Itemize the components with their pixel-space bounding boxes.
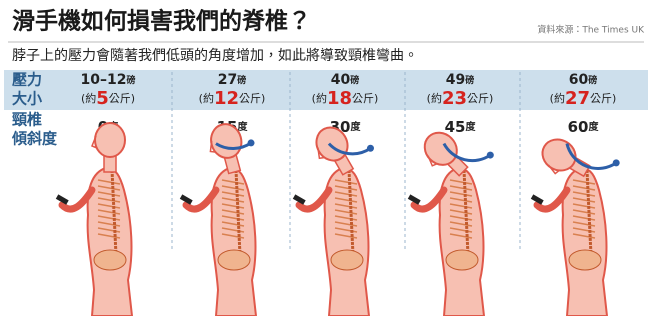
arrow-head — [248, 139, 255, 146]
pound-unit: 磅 — [465, 74, 474, 86]
pound-unit: 磅 — [588, 74, 597, 86]
row-label: 頸椎 — [12, 111, 42, 129]
source: 資料來源：The Times UK — [537, 24, 645, 36]
pounds-value: 60 — [569, 72, 589, 88]
kg-value: 18 — [327, 88, 352, 109]
angle-value: 45 — [445, 118, 466, 136]
pelvis — [94, 250, 126, 270]
kg-value: 27 — [565, 88, 590, 109]
kg-open: (約 — [199, 91, 214, 105]
pound-unit: 磅 — [350, 74, 359, 86]
kg-close: 公斤) — [590, 92, 616, 105]
angle-unit: 度 — [350, 120, 361, 133]
angle-value: 60 — [568, 118, 589, 136]
pounds-value: 49 — [446, 72, 465, 88]
row-label: 傾斜度 — [11, 130, 58, 148]
title: 滑手機如何損害我們的脊椎？ — [12, 8, 311, 35]
arrow-head — [613, 159, 620, 166]
kg-value: 23 — [442, 88, 467, 109]
arrow-head — [487, 152, 494, 159]
infographic: 滑手機如何損害我們的脊椎？ 資料來源：The Times UK 脖子上的壓力會隨… — [0, 0, 652, 316]
kg-close: 公斤) — [109, 92, 135, 105]
kg-value: 12 — [214, 88, 239, 109]
kg-close: 公斤) — [352, 92, 378, 105]
angle-unit: 度 — [465, 120, 476, 133]
pelvis — [218, 250, 250, 270]
pounds-value: 27 — [218, 72, 237, 88]
kg-value: 5 — [96, 88, 109, 109]
kg-open: (約 — [81, 91, 96, 105]
pound-unit: 磅 — [237, 74, 246, 86]
kg-open: (約 — [312, 91, 327, 105]
pound-unit: 磅 — [126, 74, 135, 86]
row-label: 大小 — [12, 90, 42, 108]
pounds-value: 40 — [331, 72, 351, 88]
pelvis — [569, 250, 601, 270]
kg-close: 公斤) — [239, 92, 265, 105]
kg-close: 公斤) — [467, 92, 493, 105]
row-label: 壓力 — [12, 71, 42, 89]
kg-open: (約 — [427, 91, 442, 105]
pelvis — [331, 250, 363, 270]
angle-unit: 度 — [588, 120, 599, 133]
pelvis — [446, 250, 478, 270]
subtitle: 脖子上的壓力會隨著我們低頭的角度增加，如此將導致頸椎彎曲。 — [12, 48, 418, 64]
kg-open: (約 — [550, 91, 565, 105]
pounds-value: 10–12 — [81, 72, 127, 88]
arrow-head — [367, 145, 374, 152]
skull — [95, 123, 125, 157]
